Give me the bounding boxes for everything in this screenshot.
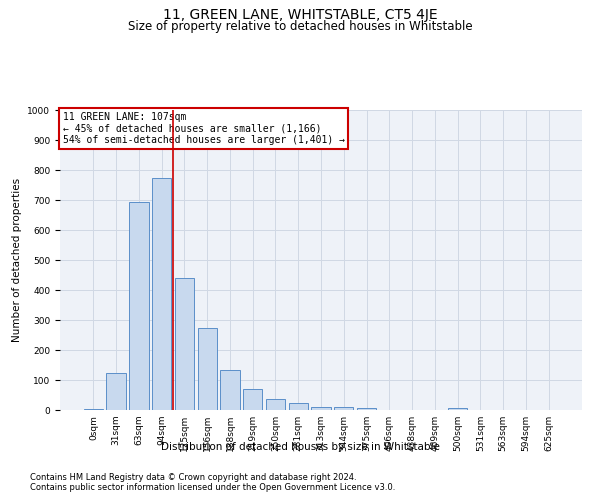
- Text: Distribution of detached houses by size in Whitstable: Distribution of detached houses by size …: [161, 442, 439, 452]
- Bar: [334, 407, 353, 410]
- Bar: [311, 407, 331, 410]
- Text: Size of property relative to detached houses in Whitstable: Size of property relative to detached ho…: [128, 20, 472, 33]
- Text: 11, GREEN LANE, WHITSTABLE, CT5 4JE: 11, GREEN LANE, WHITSTABLE, CT5 4JE: [163, 8, 437, 22]
- Text: Contains HM Land Registry data © Crown copyright and database right 2024.: Contains HM Land Registry data © Crown c…: [30, 472, 356, 482]
- Bar: [448, 408, 467, 410]
- Y-axis label: Number of detached properties: Number of detached properties: [12, 178, 22, 342]
- Bar: [243, 389, 262, 410]
- Bar: [357, 408, 376, 410]
- Bar: [220, 370, 239, 410]
- Bar: [175, 278, 194, 410]
- Bar: [266, 398, 285, 410]
- Bar: [289, 404, 308, 410]
- Bar: [106, 372, 126, 410]
- Bar: [129, 202, 149, 410]
- Bar: [84, 408, 103, 410]
- Text: 11 GREEN LANE: 107sqm
← 45% of detached houses are smaller (1,166)
54% of semi-d: 11 GREEN LANE: 107sqm ← 45% of detached …: [62, 112, 344, 144]
- Bar: [197, 328, 217, 410]
- Text: Contains public sector information licensed under the Open Government Licence v3: Contains public sector information licen…: [30, 482, 395, 492]
- Bar: [152, 178, 172, 410]
